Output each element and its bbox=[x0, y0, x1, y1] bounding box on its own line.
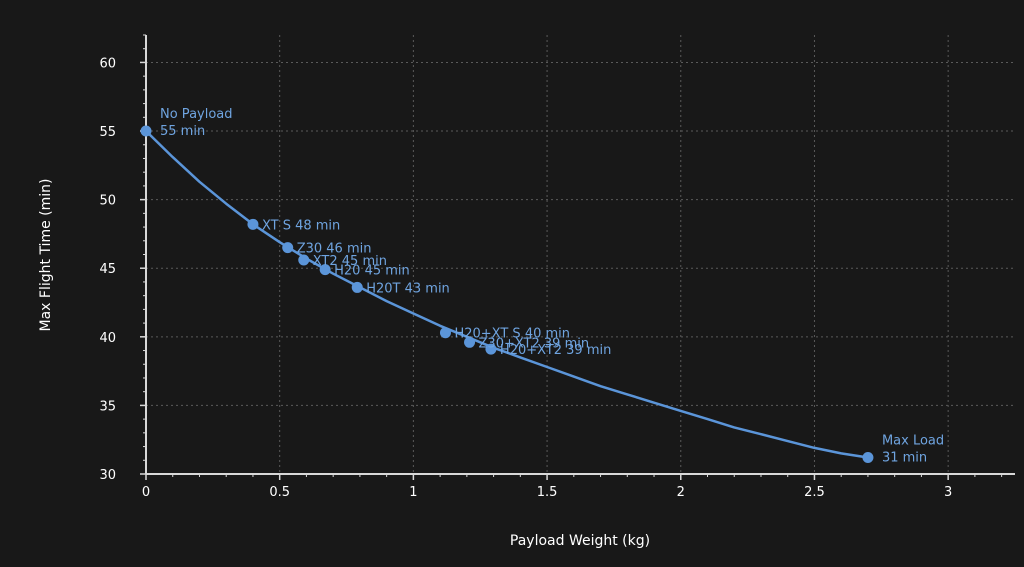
axes: 0 0.5 1 1.5 2 2.5 3 30 35 40 45 50 55 60 bbox=[99, 34, 1015, 500]
data-label: H20 45 min bbox=[334, 264, 410, 279]
y-tick-label: 60 bbox=[99, 56, 116, 71]
data-label: H20T 43 min bbox=[366, 281, 450, 296]
data-label: H20+XT S 40 min bbox=[454, 327, 570, 342]
data-point bbox=[351, 281, 363, 293]
data-label: XT2 45 min bbox=[313, 254, 387, 269]
data-label: 31 min bbox=[882, 451, 927, 466]
data-point bbox=[464, 336, 476, 348]
data-point bbox=[247, 218, 259, 230]
x-tick-label: 3 bbox=[944, 485, 952, 500]
y-tick-label: 45 bbox=[99, 262, 116, 277]
data-point bbox=[485, 343, 497, 355]
data-point bbox=[439, 327, 451, 339]
x-axis-title: Payload Weight (kg) bbox=[510, 533, 650, 549]
x-tick-label: 2.5 bbox=[804, 485, 825, 500]
y-tick-label: 35 bbox=[99, 399, 116, 414]
y-tick-label: 55 bbox=[99, 125, 116, 140]
data-label: XT S 48 min bbox=[262, 218, 340, 233]
x-tick-label: 0 bbox=[142, 485, 150, 500]
data-point bbox=[140, 125, 152, 137]
data-label: Z30 46 min bbox=[297, 242, 372, 257]
y-tick-label: 50 bbox=[99, 194, 116, 209]
y-axis-title: Max Flight Time (min) bbox=[38, 179, 54, 332]
data-points bbox=[140, 125, 874, 464]
data-label: Max Load bbox=[882, 434, 944, 449]
data-label: 55 min bbox=[160, 124, 205, 139]
y-tick-label: 40 bbox=[99, 331, 116, 346]
series-line-group bbox=[145, 130, 869, 459]
data-point bbox=[298, 254, 310, 266]
y-tick-label: 30 bbox=[99, 468, 116, 483]
grid bbox=[146, 35, 1015, 474]
data-point bbox=[862, 452, 874, 464]
data-point bbox=[319, 264, 331, 276]
data-label: Z30+XT2 39 min bbox=[479, 336, 590, 351]
x-tick-label: 1 bbox=[409, 485, 417, 500]
x-tick-label: 0.5 bbox=[269, 485, 290, 500]
data-label: No Payload bbox=[160, 107, 233, 122]
x-tick-label: 1.5 bbox=[537, 485, 558, 500]
data-point bbox=[282, 242, 294, 254]
series-line bbox=[145, 130, 869, 459]
point-labels: No Payload 55 min XT S 48 min Z30 46 minXT2… bbox=[160, 107, 944, 466]
x-tick-label: 2 bbox=[677, 485, 685, 500]
data-label: H20+XT2 39 min bbox=[500, 343, 611, 358]
